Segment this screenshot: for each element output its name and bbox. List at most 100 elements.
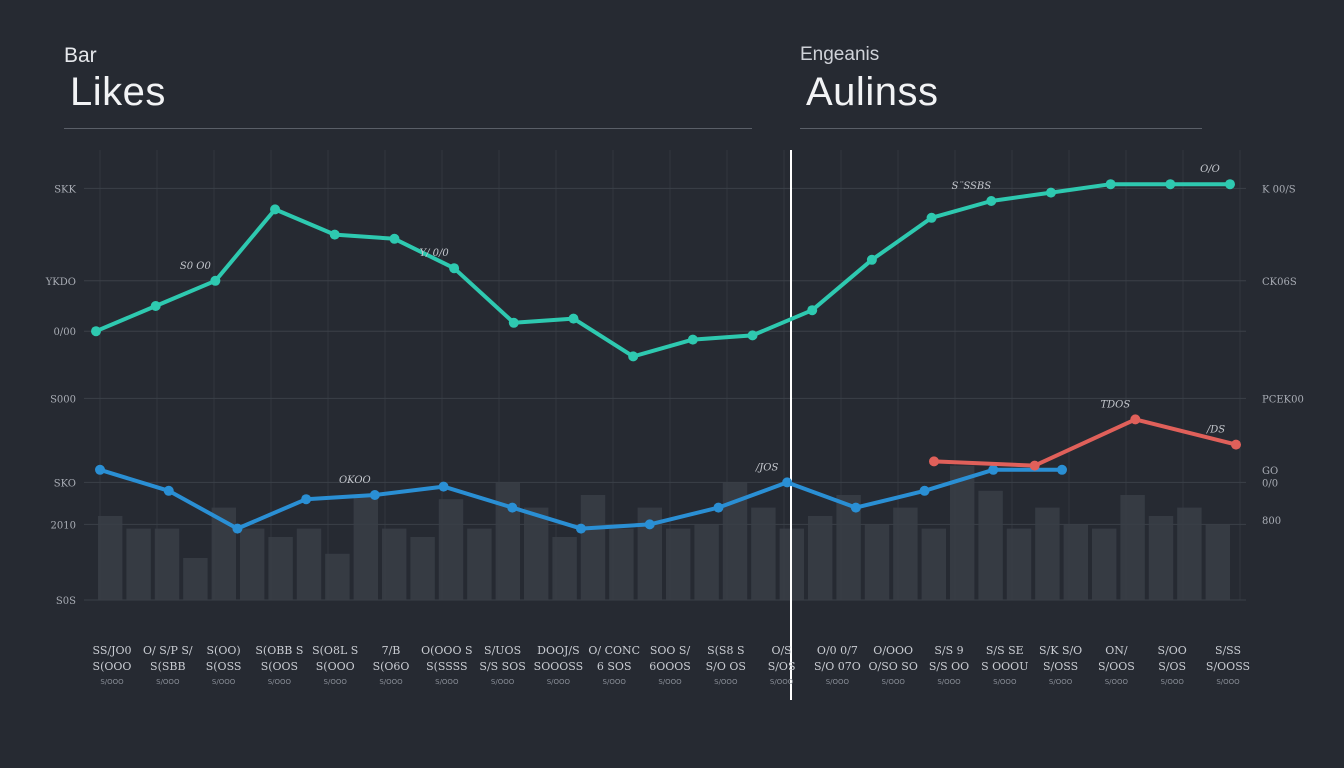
- data-point: [210, 275, 221, 286]
- data-point: [929, 456, 939, 467]
- data-point: [270, 204, 281, 215]
- x-tick-sublabel: S/OOS: [1098, 660, 1135, 673]
- x-tick-sublabel: S/OSS: [1043, 660, 1078, 673]
- x-tick-label: SS/JO0: [92, 644, 131, 657]
- data-point: [507, 502, 518, 513]
- x-tick-caption: S/OOO: [547, 678, 571, 686]
- x-tick-caption: S/OOO: [1105, 678, 1129, 686]
- right-kicker: Engeanis: [800, 44, 880, 65]
- left-title-rule: [64, 128, 752, 129]
- x-tick-caption: S/OOO: [1161, 678, 1185, 686]
- y-tick-left: 0/00: [54, 327, 76, 338]
- background-bar: [353, 495, 378, 600]
- background-bar: [1120, 495, 1145, 600]
- x-tick-caption: S/OOO: [1216, 678, 1240, 686]
- x-tick-caption: S/OOO: [603, 678, 627, 686]
- data-point: [1029, 460, 1040, 471]
- background-bar: [609, 528, 634, 600]
- background-bar: [1205, 524, 1230, 600]
- right-chart-title: Aulinss: [806, 70, 939, 114]
- data-point: [369, 490, 380, 500]
- x-tick-label: S(S8 S: [707, 644, 744, 657]
- data-label: OKOO: [339, 475, 371, 486]
- data-point: [1057, 464, 1067, 475]
- y-tick-right: CK06S: [1262, 277, 1297, 288]
- background-bar: [1092, 528, 1117, 600]
- x-tick-sublabel: S(OOO: [316, 660, 355, 673]
- x-tick-label: S/OO: [1158, 644, 1187, 657]
- data-point: [568, 313, 579, 324]
- x-tick-sublabel: S/S OO: [929, 660, 969, 673]
- x-tick-label: DOOJ/S: [537, 644, 580, 657]
- grid: [84, 150, 1246, 601]
- background-bar: [296, 528, 322, 600]
- background-bar: [694, 524, 719, 600]
- background-bar: [183, 558, 208, 600]
- x-tick-label: S(OBB S: [255, 644, 303, 657]
- x-tick-sublabel: S(OOS: [261, 660, 298, 673]
- data-label: O/O: [1200, 164, 1220, 175]
- data-point: [713, 502, 724, 513]
- data-point: [1165, 179, 1176, 190]
- background-bar: [751, 507, 776, 600]
- data-point: [329, 229, 340, 240]
- x-tick-sublabel: S(OSS: [206, 660, 242, 673]
- background-bar: [1177, 507, 1202, 600]
- y-tick-left: SKO: [54, 478, 76, 489]
- data-point: [576, 523, 586, 534]
- data-point: [807, 305, 818, 316]
- x-tick-sublabel: SOOOSS: [534, 660, 583, 673]
- x-tick-label: O/OOO: [873, 644, 913, 657]
- x-tick-label: S/K S/O: [1039, 644, 1082, 657]
- x-tick-caption: S/OOO: [156, 678, 180, 686]
- data-label: TDOS: [1100, 399, 1130, 410]
- x-tick-sublabel: S(SSSS: [426, 660, 467, 673]
- x-tick-sublabel: S/OOSS: [1206, 660, 1250, 673]
- background-bar: [950, 465, 975, 600]
- x-tick-sublabel: S/S SOS: [479, 660, 525, 673]
- data-label: Y/ 0/0: [419, 248, 449, 259]
- background-bars: [98, 465, 1230, 600]
- x-tick-label: S/S SE: [986, 644, 1024, 657]
- data-point: [449, 263, 460, 274]
- x-tick-caption: S/OOO: [882, 678, 906, 686]
- background-bar: [240, 528, 265, 600]
- x-tick-sublabel: 6 SOS: [597, 660, 632, 673]
- background-bar: [580, 495, 606, 600]
- background-bar: [808, 516, 833, 600]
- data-label: /DS: [1206, 425, 1225, 436]
- data-point: [163, 485, 174, 496]
- y-tick-right: GO: [1262, 466, 1278, 477]
- x-tick-caption: S/OOO: [937, 678, 961, 686]
- background-bar: [864, 524, 890, 600]
- data-point: [232, 523, 243, 534]
- data-point: [866, 254, 877, 265]
- x-tick-caption: S/OOO: [1049, 678, 1073, 686]
- data-point: [95, 464, 105, 475]
- background-bar: [410, 537, 435, 600]
- x-tick-caption: S/OOO: [379, 678, 403, 686]
- data-point: [438, 481, 449, 492]
- left-kicker: Bar: [64, 44, 97, 67]
- background-bar: [524, 507, 549, 600]
- x-tick-sublabel: S OOOU: [981, 660, 1028, 673]
- x-tick-caption: S/OOO: [714, 678, 738, 686]
- background-bar: [467, 528, 492, 600]
- x-tick-caption: S/OOO: [491, 678, 515, 686]
- x-tick-label: O/ CONC: [588, 644, 640, 657]
- data-point: [926, 212, 937, 223]
- data-point: [747, 330, 758, 341]
- series-line-likes: [94, 182, 1232, 359]
- data-point: [687, 334, 698, 345]
- x-tick-label: S(O8L S: [312, 644, 358, 657]
- data-point: [508, 317, 519, 328]
- axes: SKK YKDO 0/00 S000 SKO 2010 S0S K 00/S CK06S PCEK…: [45, 184, 1304, 686]
- data-label: S0 O0: [180, 261, 212, 272]
- background-bar: [893, 507, 918, 600]
- right-title-rule: [800, 128, 1202, 129]
- data-point: [91, 326, 101, 337]
- x-tick-label: ON/: [1105, 644, 1128, 657]
- y-tick-left: SKK: [54, 184, 76, 195]
- data-label: /JOS: [755, 462, 779, 473]
- x-tick-label: O/S: [771, 644, 791, 657]
